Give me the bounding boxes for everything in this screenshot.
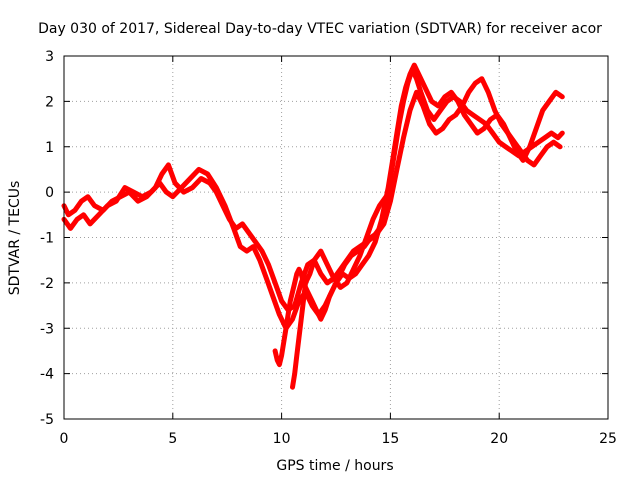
x-tick-label: 5 bbox=[168, 431, 177, 447]
y-tick-label: 3 bbox=[45, 49, 54, 65]
y-tick-label: 1 bbox=[45, 140, 54, 156]
y-tick-label: -5 bbox=[40, 412, 54, 428]
y-axis: -5 -4 -3 -2 -1 0 1 2 3 bbox=[40, 49, 608, 428]
x-axis: 0 5 10 15 20 25 bbox=[60, 56, 617, 447]
x-tick-label: 25 bbox=[599, 431, 617, 447]
y-tick-label: 2 bbox=[45, 94, 54, 110]
y-tick-label: 0 bbox=[45, 185, 54, 201]
y-tick-label: -4 bbox=[40, 367, 54, 383]
series-line-4 bbox=[290, 194, 389, 390]
x-tick-label: 15 bbox=[381, 431, 399, 447]
x-tick-label: 20 bbox=[490, 431, 508, 447]
x-tick-label: 0 bbox=[60, 431, 69, 447]
series-line-1 bbox=[61, 67, 565, 313]
y-tick-label: -3 bbox=[40, 321, 54, 337]
series-line-3 bbox=[272, 62, 565, 368]
series-group bbox=[61, 62, 565, 390]
y-axis-label: SDTVAR / TECUs bbox=[7, 181, 23, 296]
grid bbox=[64, 56, 608, 419]
x-tick-label: 10 bbox=[273, 431, 291, 447]
y-tick-label: -2 bbox=[40, 276, 54, 292]
chart-title: Day 030 of 2017, Sidereal Day-to-day VTE… bbox=[38, 21, 602, 37]
y-tick-label: -1 bbox=[40, 231, 54, 247]
x-axis-label: GPS time / hours bbox=[276, 458, 393, 474]
